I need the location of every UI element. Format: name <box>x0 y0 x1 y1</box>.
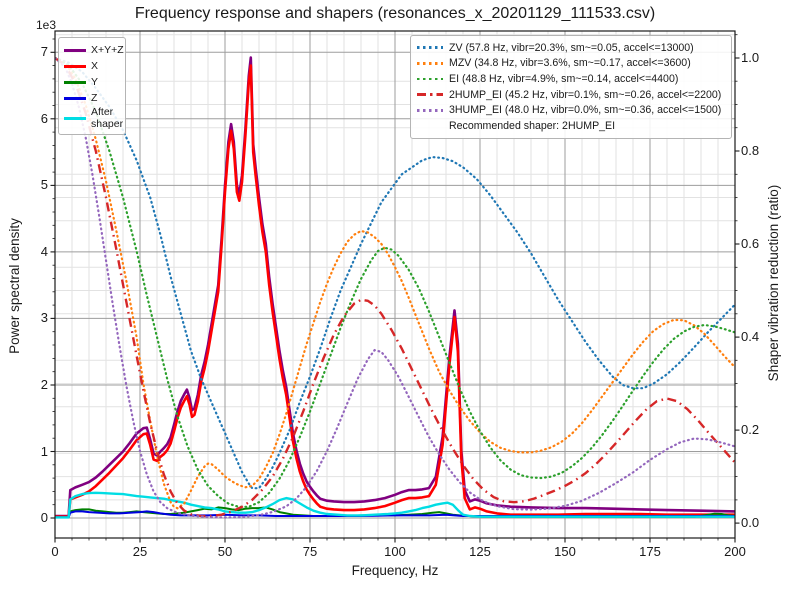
legend-item-2hump-ei: 2HUMP_EI (45.2 Hz, vibr=0.1%, sm~=0.26, … <box>417 87 725 103</box>
y-left-tick-label-1: 1 <box>40 443 48 459</box>
legend-item-y: Y <box>64 74 120 90</box>
x-tick-label-100: 100 <box>384 544 406 559</box>
legend-item-z: Z <box>64 90 120 106</box>
y-axis-label-right: Shaper vibration reduction (ratio) <box>766 184 781 382</box>
curve-z <box>55 510 735 519</box>
y-left-tick-label-7: 7 <box>40 44 48 60</box>
x-tick-label-200: 200 <box>724 544 746 559</box>
x-tick-label-75: 75 <box>302 544 318 559</box>
curve-mzv <box>55 56 735 510</box>
y-left-tick-label-4: 4 <box>40 243 48 259</box>
legend-recommendation: Recommended shaper: 2HUMP_EI <box>417 118 725 134</box>
x-tick-label-150: 150 <box>554 544 576 559</box>
legend-item-ei: EI (48.8 Hz, vibr=4.9%, sm~=0.14, accel<… <box>417 71 725 87</box>
legend-item-3hump-ei: 3HUMP_EI (48.0 Hz, vibr=0.0%, sm~=0.36, … <box>417 102 725 118</box>
y-right-tick-label-0.6: 0.6 <box>741 236 760 252</box>
curve-after_shaper <box>55 491 735 519</box>
chart-title: Frequency response and shapers (resonanc… <box>134 5 656 22</box>
x-tick-label-50: 50 <box>217 544 233 559</box>
curve-2hump_ei <box>55 57 735 518</box>
y-right-tick-label-0.0: 0.0 <box>741 515 760 531</box>
y-left-tick-label-2: 2 <box>40 376 48 392</box>
legend-shapers: ZV (57.8 Hz, vibr=20.3%, sm~=0.05, accel… <box>410 35 732 139</box>
y-left-tick-label-0: 0 <box>40 510 48 526</box>
x-tick-label-25: 25 <box>132 544 148 559</box>
y-left-tick-label-3: 3 <box>40 310 48 326</box>
curve-ei <box>55 56 735 508</box>
x-tick-label-0: 0 <box>51 544 59 559</box>
legend-sample-x <box>64 64 86 68</box>
x-tick-label-175: 175 <box>639 544 661 559</box>
legend-sample-blank <box>417 124 443 127</box>
x-tick-label-125: 125 <box>469 544 491 559</box>
legend-sample-ei <box>417 77 443 81</box>
x-axis-label: Frequency, Hz <box>351 563 439 578</box>
legend-psd: X+Y+Z X Y Z After shaper <box>58 37 126 135</box>
legend-item-zv: ZV (57.8 Hz, vibr=20.3%, sm~=0.05, accel… <box>417 40 725 56</box>
legend-sample-y <box>64 80 86 84</box>
legend-item-x: X <box>64 58 120 74</box>
curve-3hump_ei <box>55 56 735 519</box>
legend-item-after-shaper: After shaper <box>64 106 123 130</box>
axis-offset-text: 1e3 <box>36 18 57 32</box>
curve-zv <box>55 56 735 490</box>
curves <box>55 56 735 519</box>
y-right-tick-label-0.4: 0.4 <box>741 329 760 345</box>
legend-sample-zv <box>417 46 443 50</box>
legend-sample-after-shaper <box>64 116 86 120</box>
y-left-tick-label-5: 5 <box>40 177 48 193</box>
legend-sample-xyz <box>64 48 86 52</box>
legend-sample-3hump-ei <box>417 108 443 112</box>
y-right-tick-label-1.0: 1.0 <box>741 49 760 65</box>
y-right-tick-label-0.8: 0.8 <box>741 143 760 158</box>
curve-x <box>55 64 735 518</box>
legend-item-xyz: X+Y+Z <box>64 42 124 58</box>
legend-sample-2hump-ei <box>417 93 443 96</box>
legend-sample-mzv <box>417 61 443 65</box>
legend-sample-z <box>64 96 86 100</box>
legend-item-mzv: MZV (34.8 Hz, vibr=3.6%, sm~=0.17, accel… <box>417 56 725 72</box>
y-left-tick-label-6: 6 <box>40 110 48 126</box>
y-right-tick-label-0.2: 0.2 <box>741 422 760 438</box>
